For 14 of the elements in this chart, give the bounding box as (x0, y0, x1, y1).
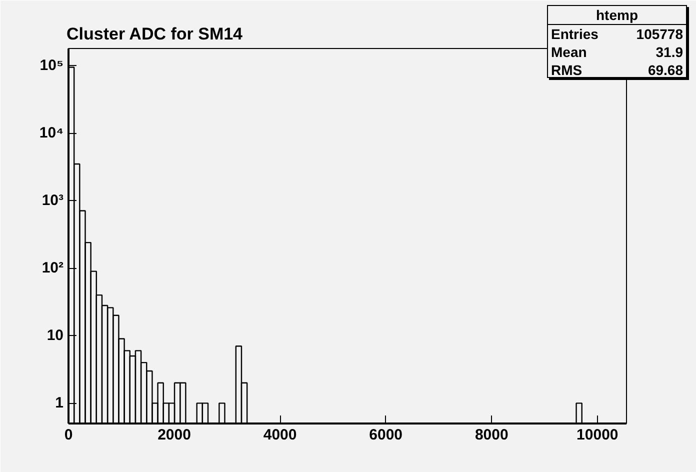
chart-title: Cluster ADC for SM14 (66, 24, 244, 44)
y-tick-label: 10⁵ (40, 57, 64, 74)
x-tick-label: 4000 (263, 426, 297, 444)
stats-box: htemp Entries 105778 Mean 31.9 RMS 69.68 (547, 5, 687, 78)
x-tick-label: 2000 (158, 426, 191, 444)
y-tick-label: 10 (46, 327, 64, 344)
x-tick-label: 8000 (474, 426, 508, 444)
y-tick-label: 10⁴ (39, 124, 64, 142)
y-tick-label: 10³ (42, 192, 64, 210)
x-tick-label: 6000 (369, 426, 403, 444)
y-tick-label: 1 (55, 394, 64, 412)
y-tick-label: 10² (42, 260, 64, 277)
x-tick-label: 0 (64, 426, 73, 444)
x-tick-label: 10000 (576, 426, 618, 444)
